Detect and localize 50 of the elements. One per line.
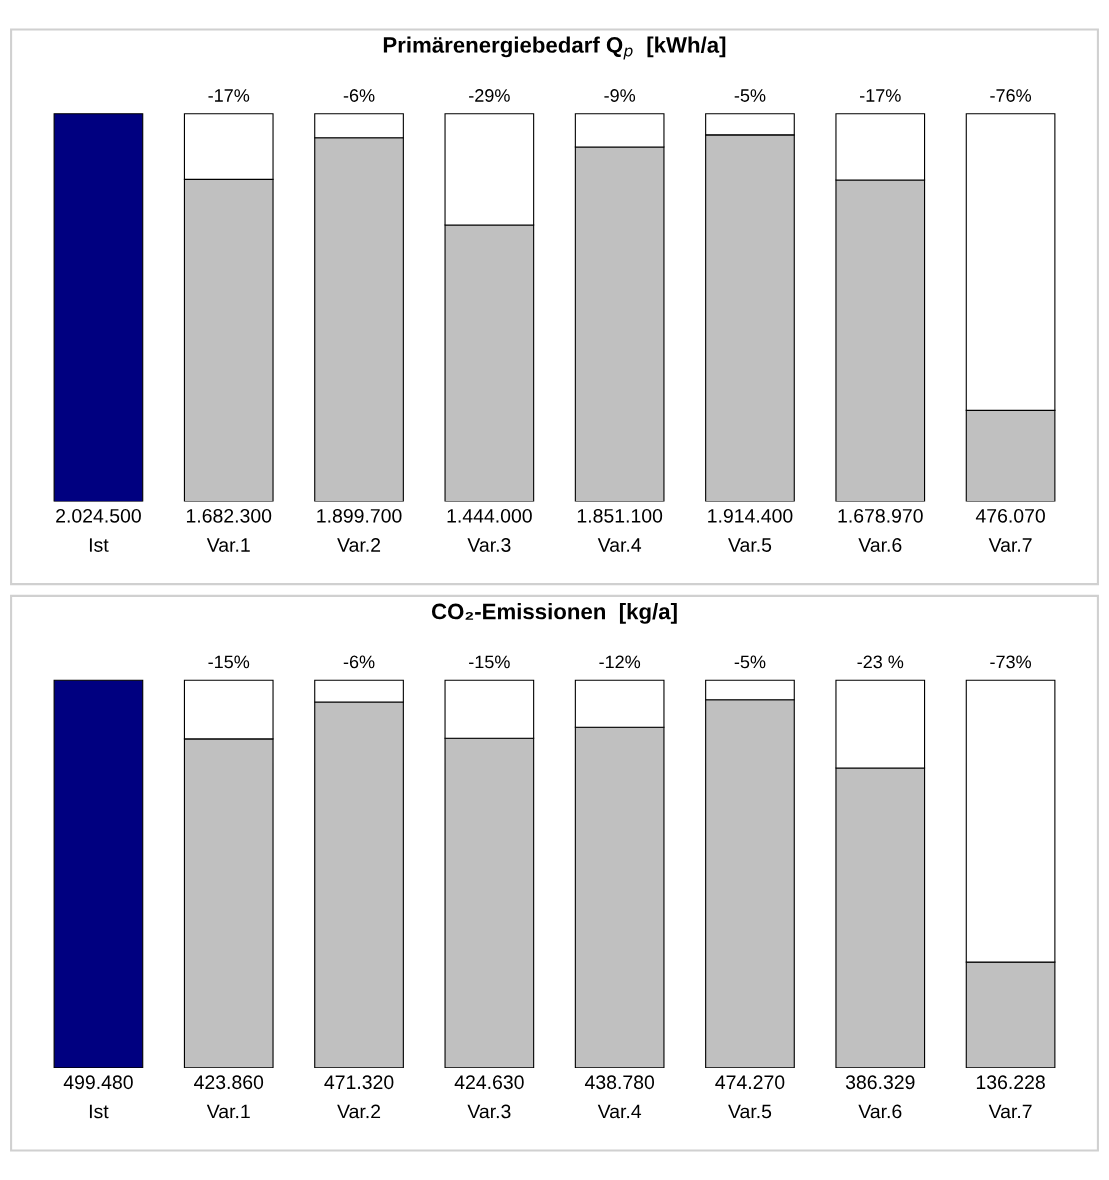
bar [53,679,144,1068]
data-label: 1.914.400 [708,508,793,523]
data-label: 471.320 [324,1075,394,1090]
data-label: 1.444.000 [447,508,532,523]
annotation: -17% [860,89,901,102]
x-tick-label: Var.6 [858,1104,902,1119]
x-tick-label: Var.2 [337,1104,381,1119]
data-label: 386.329 [845,1075,915,1090]
x-tick-label: Var.3 [467,1104,511,1119]
x-tick-label: Var.7 [988,538,1032,552]
data-label: 1.851.100 [577,508,663,523]
data-label: 438.780 [584,1075,655,1090]
x-tick-label: Ist [89,1104,109,1119]
annotation: -5% [734,89,766,102]
x-tick-label: Var.4 [597,1104,642,1119]
x-tick-label: Var.3 [467,538,511,552]
annotation: -15% [208,655,250,669]
x-tick-label: Var.1 [206,538,250,552]
annotation: -6% [343,655,375,669]
annotation: -5% [734,655,766,669]
annotation: -12% [599,655,641,669]
data-label: 136.228 [976,1075,1045,1090]
chart-title: CO₂-Emissionen [kg/a] [431,603,677,624]
x-tick-label: Var.4 [597,538,642,552]
annotation: -23 % [857,655,904,669]
data-label: 1.678.970 [838,508,923,523]
data-label: 1.682.300 [186,508,272,523]
x-tick-label: Var.6 [858,538,902,552]
data-label: 474.270 [715,1075,785,1090]
x-tick-label: Var.2 [337,538,381,552]
annotation: -17% [208,89,250,102]
x-tick-label: Var.5 [728,1104,772,1119]
x-tick-label: Var.5 [728,538,772,552]
annotation: -29% [469,89,510,102]
x-tick-label: Var.7 [988,1104,1032,1119]
data-label: 499.480 [63,1075,133,1090]
x-tick-label: Var.1 [206,1104,250,1119]
data-label: 2.024.500 [56,508,141,523]
data-label: 424.630 [454,1075,524,1090]
data-label: 1.899.700 [317,508,402,523]
annotation: -15% [469,655,510,669]
x-tick-label: Ist [89,538,109,552]
annotation: -6% [343,89,375,102]
bar [53,113,144,502]
data-label: 476.070 [975,508,1045,523]
annotation: -9% [604,89,636,102]
annotation: -73% [990,655,1032,669]
chart-title: Primärenergiebedarf Q$_{p}$ [kWh/a] [383,36,726,60]
annotation: -76% [990,89,1032,102]
data-label: 423.860 [194,1075,264,1090]
